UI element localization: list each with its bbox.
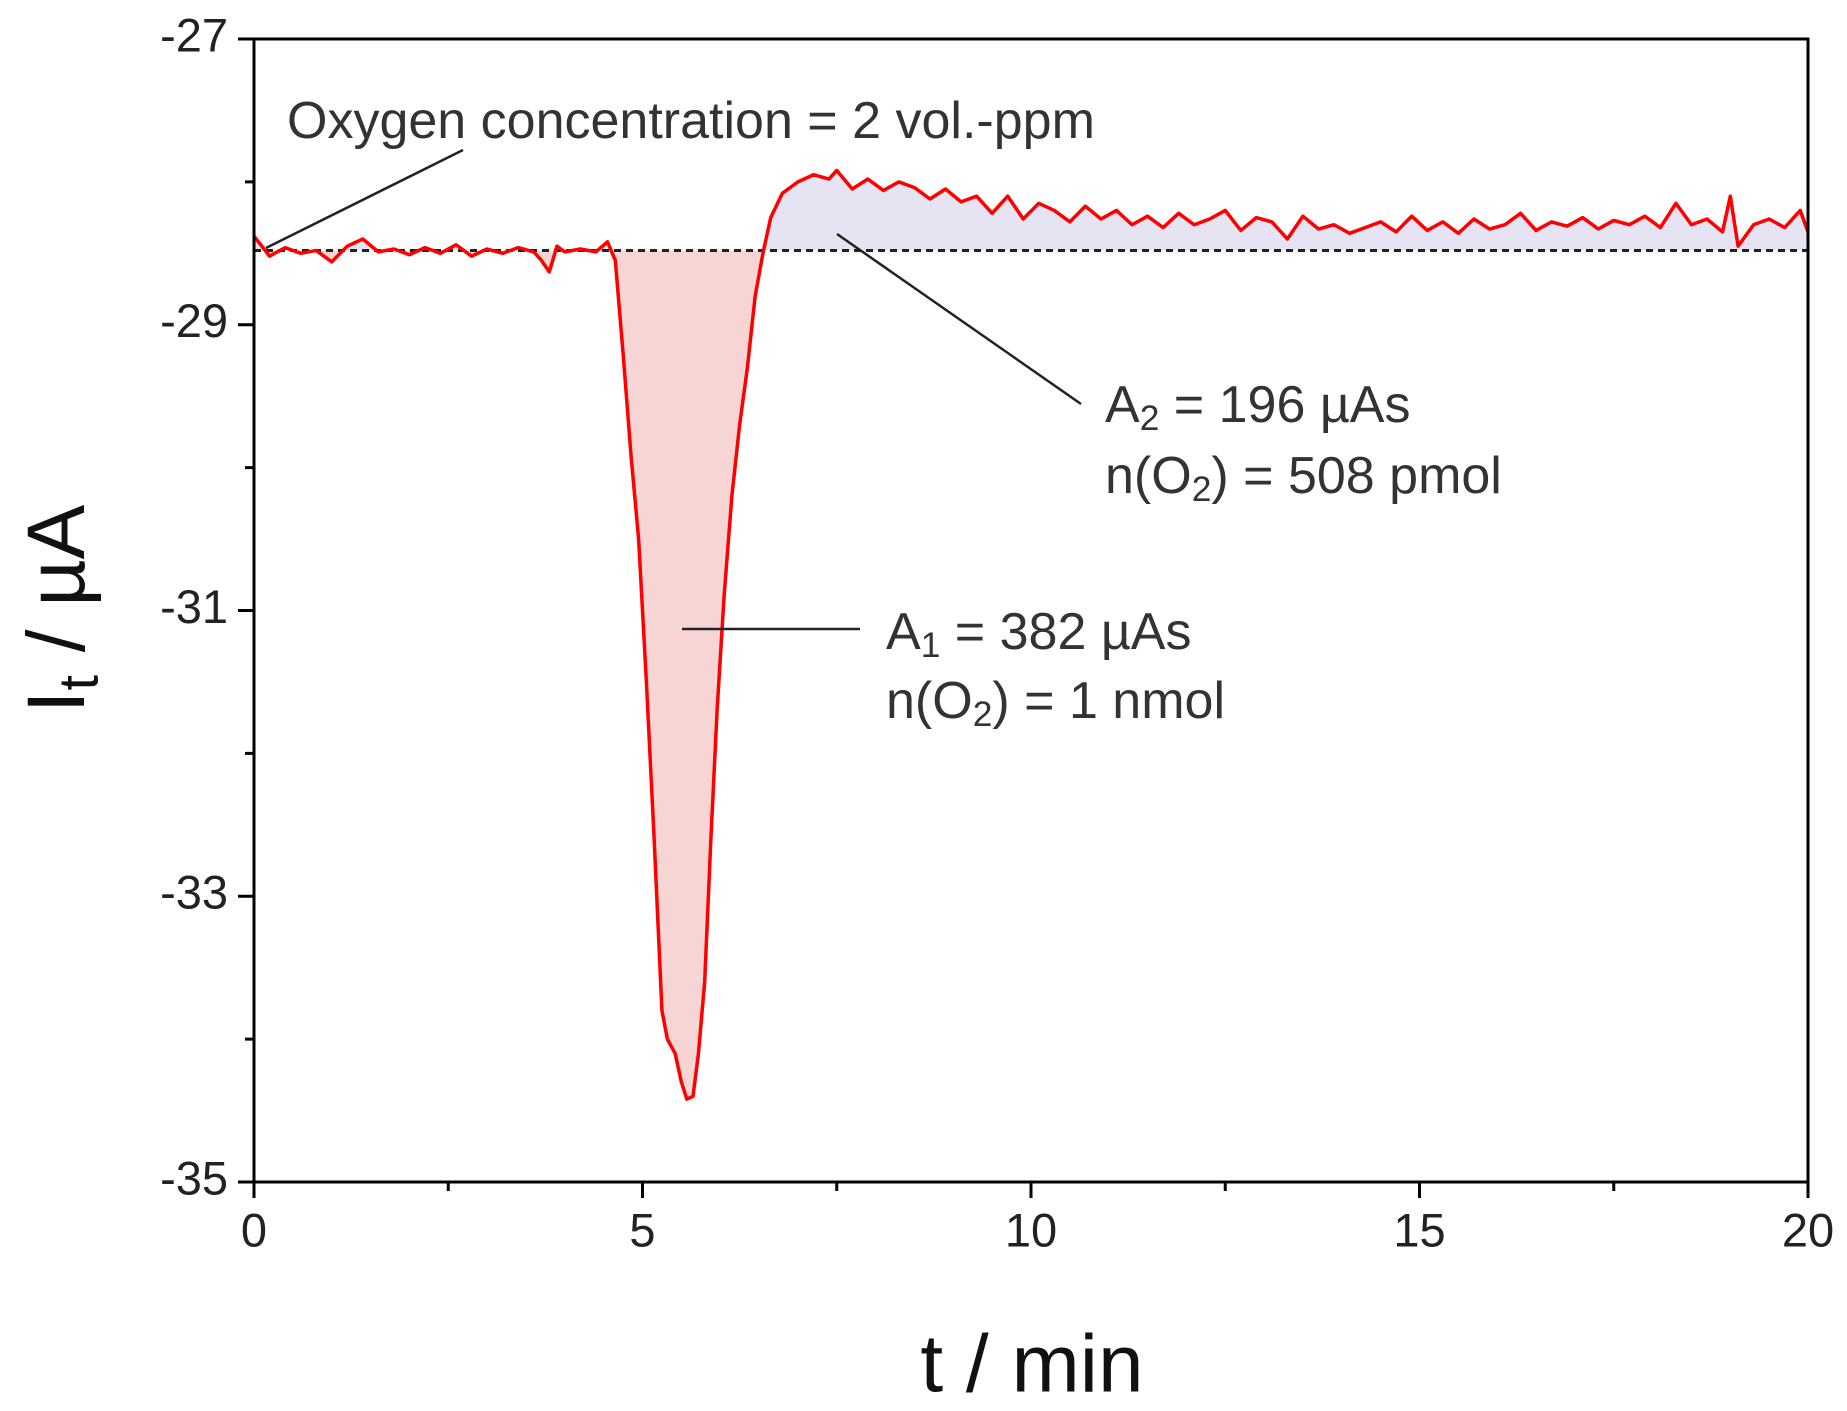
text-part: = 382 µAs: [940, 603, 1191, 661]
area-fill-below: [254, 250, 1808, 1100]
y-tick-label: -31: [160, 580, 228, 633]
y-tick-label: -35: [160, 1151, 228, 1204]
subscript: 2: [973, 695, 993, 734]
y-tick-label: -27: [160, 8, 228, 61]
area-fill-above: [254, 170, 1808, 251]
y-tick-label: -29: [160, 294, 228, 347]
text-part: ) = 1 nmol: [992, 672, 1225, 730]
text-part: I: [11, 691, 102, 714]
y-axis-label: It / µA: [11, 504, 110, 713]
annotation: A2 = 196 µAs: [1105, 376, 1410, 439]
annotation: n(O2) = 508 pmol: [1105, 447, 1502, 510]
text-part: / µA: [11, 504, 102, 675]
subscript: 2: [1140, 399, 1160, 438]
annotation: n(O2) = 1 nmol: [886, 672, 1225, 735]
x-tick-label: 20: [1782, 1203, 1834, 1256]
x-tick-label: 10: [1005, 1203, 1057, 1256]
subscript: t: [47, 675, 109, 691]
text-part: A: [1105, 376, 1140, 434]
annotation: A1 = 382 µAs: [886, 603, 1191, 666]
leader-line: [265, 148, 464, 250]
x-tick-label: 5: [629, 1203, 655, 1256]
x-axis-label: t / min: [920, 1319, 1143, 1410]
text-part: ) = 508 pmol: [1211, 447, 1502, 505]
x-tick-label: 15: [1393, 1203, 1445, 1256]
annotation: Oxygen concentration = 2 vol.-ppm: [287, 92, 1095, 150]
text-part: A: [886, 603, 921, 661]
subscript: 1: [921, 626, 941, 665]
y-tick-label: -33: [160, 866, 228, 919]
text-part: Oxygen concentration = 2 vol.-ppm: [287, 92, 1095, 150]
text-part: = 196 µAs: [1159, 376, 1410, 434]
x-tick-label: 0: [241, 1203, 267, 1256]
leader-line: [836, 232, 1082, 406]
subscript: 2: [1192, 470, 1212, 509]
data-line: [252, 168, 1810, 1101]
text-part: n(O: [886, 672, 973, 730]
text-part: n(O: [1105, 447, 1192, 505]
